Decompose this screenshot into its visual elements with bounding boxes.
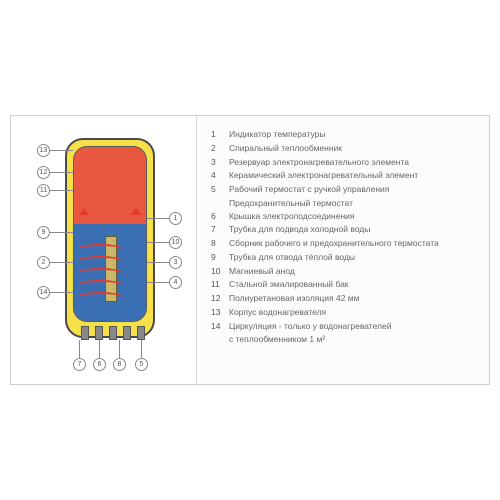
legend-text: Корпус водонагревателя <box>229 306 481 319</box>
legend-row: 5Рабочий термостат с ручкой управления <box>211 183 481 196</box>
legend-number: 3 <box>211 156 229 169</box>
flow-arrow <box>131 208 141 215</box>
legend-number: 12 <box>211 292 229 305</box>
lead-line <box>49 150 73 151</box>
coil <box>77 268 123 278</box>
legend-number: 13 <box>211 306 229 319</box>
legend-text: Рабочий термостат с ручкой управления <box>229 183 481 196</box>
legend-text: Трубка для подвода холодной воды <box>229 223 481 236</box>
legend-number: 2 <box>211 142 229 155</box>
lead-line <box>147 282 169 283</box>
callout-number: 8 <box>113 358 126 371</box>
callout-number: 10 <box>169 236 182 249</box>
lead-line <box>49 172 73 173</box>
legend-row: 2Спиральный теплообменник <box>211 142 481 155</box>
callout: 10 <box>169 236 182 249</box>
legend-number: 6 <box>211 210 229 223</box>
callout: 5 <box>135 358 148 371</box>
legend-text: Резервуар электронагревательного элемент… <box>229 156 481 169</box>
callout-number: 3 <box>169 256 182 269</box>
callout-number: 4 <box>169 276 182 289</box>
legend-text: Индикатор температуры <box>229 128 481 141</box>
legend-number: 9 <box>211 251 229 264</box>
flow-arrow <box>79 208 89 215</box>
callout-number: 1 <box>169 212 182 225</box>
legend-row: 3Резервуар электронагревательного элемен… <box>211 156 481 169</box>
lead-line <box>79 340 80 358</box>
legend-row: 9Трубка для отвода тёплой воды <box>211 251 481 264</box>
legend-text: Спиральный теплообменник <box>229 142 481 155</box>
legend-number: 4 <box>211 169 229 182</box>
legend-panel: 1Индикатор температуры2Спиральный теплоо… <box>197 116 489 384</box>
pipe-fitting <box>137 326 145 340</box>
legend-number: 7 <box>211 223 229 236</box>
coil <box>77 292 123 302</box>
legend-text: Сборник рабочего и предохранительного те… <box>229 237 481 250</box>
legend-text: Крышка электроподсоединения <box>229 210 481 223</box>
legend-subtext: Предохранительный термостат <box>229 197 481 210</box>
legend-number: 10 <box>211 265 229 278</box>
callout: 3 <box>169 256 182 269</box>
coil <box>77 244 123 254</box>
legend-row: 13Корпус водонагревателя <box>211 306 481 319</box>
lead-line <box>147 262 169 263</box>
lead-line <box>147 242 169 243</box>
legend-text: Трубка для отвода тёплой воды <box>229 251 481 264</box>
legend-number: 1 <box>211 128 229 141</box>
lead-line <box>147 218 169 219</box>
legend-row: 7Трубка для подвода холодной воды <box>211 223 481 236</box>
legend-row: 10Магниевый анод <box>211 265 481 278</box>
lead-line <box>141 340 142 358</box>
legend-text: Циркуляция - только у водонагревателей <box>229 320 481 333</box>
pipe-fitting <box>123 326 131 340</box>
legend-row: 12Полиуретановая изоляция 42 мм <box>211 292 481 305</box>
callout: 1 <box>169 212 182 225</box>
lead-line <box>49 232 73 233</box>
legend-row: 11Стальной эмалированный бак <box>211 278 481 291</box>
callout-number: 6 <box>93 358 106 371</box>
lead-line <box>49 190 73 191</box>
diagram-panel: 1312119214110347685 <box>11 116 197 384</box>
pipe-fitting <box>109 326 117 340</box>
lead-line <box>119 340 120 358</box>
legend-number: 8 <box>211 237 229 250</box>
pipe-fitting <box>95 326 103 340</box>
figure-container: 1312119214110347685 1Индикатор температу… <box>10 115 490 385</box>
callout: 4 <box>169 276 182 289</box>
callout-number: 5 <box>135 358 148 371</box>
legend-row: 1Индикатор температуры <box>211 128 481 141</box>
lead-line <box>99 340 100 358</box>
legend-subtext: с теплообменником 1 м² <box>229 333 481 346</box>
legend-text: Стальной эмалированный бак <box>229 278 481 291</box>
callout: 6 <box>93 358 106 371</box>
legend-text: Керамический электронагревательный элеме… <box>229 169 481 182</box>
lead-line <box>49 292 73 293</box>
legend-row: 4Керамический электронагревательный элем… <box>211 169 481 182</box>
legend-number: 14 <box>211 320 229 333</box>
legend-number: 5 <box>211 183 229 196</box>
coil <box>77 256 123 266</box>
flow-arrow <box>131 296 141 303</box>
legend-number: 11 <box>211 278 229 291</box>
lead-line <box>49 262 73 263</box>
legend-row: 8Сборник рабочего и предохранительного т… <box>211 237 481 250</box>
callout: 8 <box>113 358 126 371</box>
pipe-fitting <box>81 326 89 340</box>
legend-text: Магниевый анод <box>229 265 481 278</box>
coil <box>77 280 123 290</box>
legend-row: 6Крышка электроподсоединения <box>211 210 481 223</box>
legend-row: 14Циркуляция - только у водонагревателей <box>211 320 481 333</box>
callout-number: 7 <box>73 358 86 371</box>
legend-text: Полиуретановая изоляция 42 мм <box>229 292 481 305</box>
callout: 7 <box>73 358 86 371</box>
